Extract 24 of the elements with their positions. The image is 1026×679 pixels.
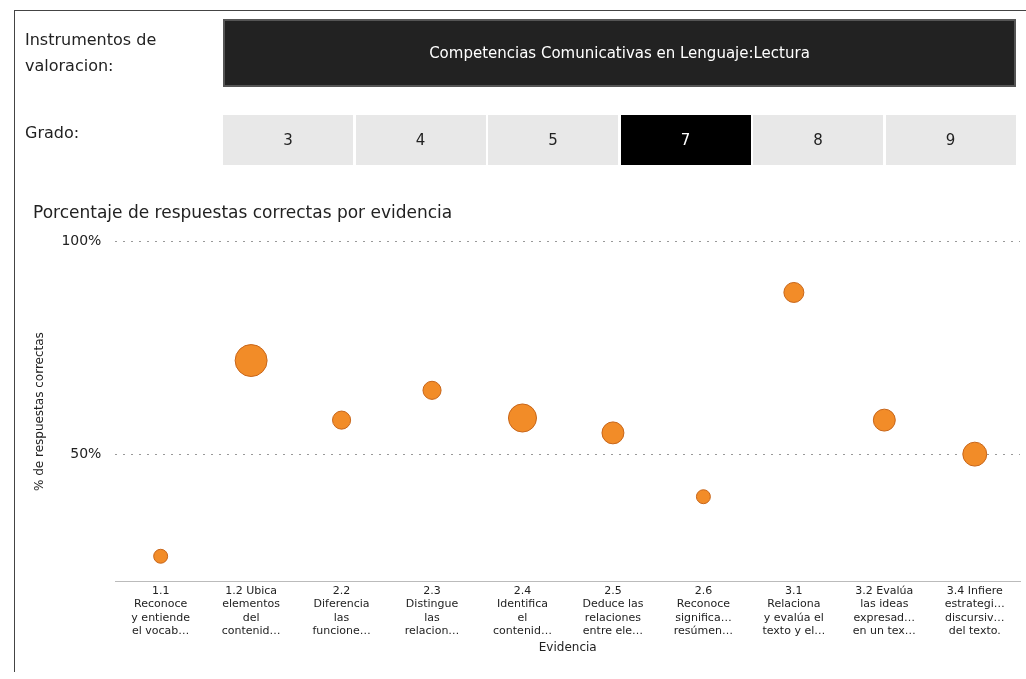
x-tick-label: 3.2 Evalúa las ideas expresad… en un tex… xyxy=(852,584,916,637)
text: 4 xyxy=(355,115,486,165)
text: 3 xyxy=(223,115,353,165)
text: Competencias Comunicativas en Lenguaje:Lectura xyxy=(223,19,1016,87)
x-tick-label: 3.4 Infiere estrategi… discursiv… del texto. xyxy=(944,584,1005,637)
y-tick-label: 100% xyxy=(61,232,102,249)
x-axis-title: Evidencia xyxy=(538,639,597,654)
x-tick-label: 1.1 Reconoce y entiende el vocab… xyxy=(131,584,191,637)
text: Instrumentos de valoracion: xyxy=(25,29,158,77)
text: Grado: xyxy=(25,123,80,142)
x-tick-label: 2.4 Identifica el contenid… xyxy=(493,584,552,637)
x-tick-label: 2.2 Diferencia las funcione… xyxy=(312,584,371,637)
text: 8 xyxy=(753,115,883,165)
x-tick-label: 2.5 Deduce las relaciones entre ele… xyxy=(582,584,644,637)
x-tick-label: 2.3 Distingue las relacion… xyxy=(404,584,460,637)
x-tick-label: 1.2 Ubica elementos del contenid… xyxy=(221,584,281,637)
text: 9 xyxy=(885,115,1016,165)
y-axis-title: % de respuestas correctas xyxy=(32,332,47,492)
x-tick-label: 2.6 Reconoce significa… resúmen… xyxy=(673,584,734,637)
text: 7 xyxy=(620,115,751,165)
chart-title: Porcentaje de respuestas correctas por evidencia xyxy=(33,201,453,222)
x-tick-label: 3.1 Relaciona y evalúa el texto y el… xyxy=(762,584,826,637)
y-tick-label: 50% xyxy=(70,444,102,461)
text: 5 xyxy=(488,115,618,165)
